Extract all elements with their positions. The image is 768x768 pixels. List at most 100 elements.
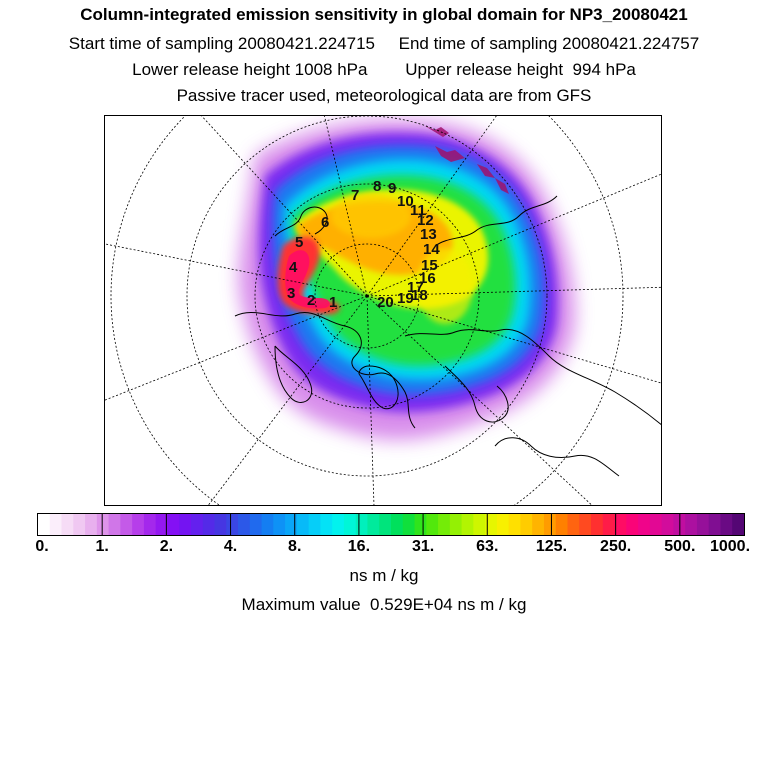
colorbar-swatch	[238, 514, 251, 535]
trajectory-label: 18	[411, 287, 428, 304]
meridian	[105, 243, 368, 297]
trajectory-label: 8	[373, 178, 381, 195]
field-dark-clouds	[425, 126, 509, 194]
latitude-circle-70	[254, 183, 480, 409]
sensitivity-field	[238, 119, 575, 440]
latitude-circle-60	[186, 116, 548, 477]
colorbar-swatch	[579, 514, 592, 535]
colorbar-tick-label: 63.	[476, 538, 499, 555]
tracer-info-line: Passive tracer used, meteorological data…	[176, 86, 592, 105]
colorbar-swatch	[143, 514, 157, 535]
trajectory-label: 13	[420, 226, 437, 243]
coastline-europe	[494, 437, 620, 477]
colorbar-swatch	[179, 514, 192, 535]
colorbar-swatch	[649, 514, 663, 535]
colorbar-units: ns m / kg	[349, 566, 419, 585]
field-patch-east	[417, 248, 473, 324]
colorbar-swatch	[214, 514, 227, 535]
trajectory-labels: 1 2 3 4 5 6 7 8 9 10 11 12 13 14 15 16 1…	[287, 178, 440, 311]
coastline-asia-east	[434, 195, 558, 247]
colorbar-swatch	[532, 514, 545, 535]
colorbar-swatch	[190, 514, 204, 535]
colorbar-swatch	[85, 514, 98, 535]
trajectory-label: 4	[289, 259, 298, 276]
colorbar-swatch	[355, 514, 369, 535]
colorbar-swatch	[638, 514, 651, 535]
colorbar-swatch	[449, 514, 463, 535]
colorbar-swatch	[485, 514, 498, 535]
trajectory-label: 16	[419, 270, 436, 287]
colorbar-swatch	[155, 514, 169, 535]
colorbar-swatch	[508, 514, 522, 535]
trajectory-label: 3	[287, 285, 295, 302]
colorbar-swatch	[685, 514, 698, 535]
lower-release-text: Lower release height 1008 hPa	[132, 60, 368, 79]
colorbar-swatch	[38, 514, 51, 535]
colorbar-swatch	[591, 514, 604, 535]
colorbar-swatch	[461, 514, 474, 535]
trajectory-label: 19	[397, 290, 414, 307]
meridian	[366, 116, 497, 297]
colorbar-swatch	[379, 514, 392, 535]
field-patch-north	[331, 194, 411, 238]
meridian	[366, 295, 593, 505]
colorbar-swatch	[120, 514, 133, 535]
coastline-alaska	[274, 206, 328, 237]
end-time-text: End time of sampling 20080421.224757	[398, 34, 700, 53]
trajectory-label: 2	[307, 292, 315, 309]
colorbar-tick-label: 31.	[411, 538, 435, 555]
sensitivity-map: 1 2 3 4 5 6 7 8 9 10 11 12 13 14 15 16 1…	[104, 115, 662, 506]
upper-release-text: Upper release height 994 hPa	[405, 60, 636, 79]
colorbar-swatch	[167, 514, 180, 535]
colorbar-swatch	[367, 514, 380, 535]
colorbar-swatch	[49, 514, 63, 535]
trajectory-label: 9	[388, 180, 396, 197]
colorbar-tick-label: 16.	[347, 538, 371, 555]
start-time-text: Start time of sampling 20080421.224715	[68, 34, 376, 53]
colorbar-swatch	[567, 514, 580, 535]
meridian	[366, 173, 661, 297]
colorbar-tick-label: 0.	[35, 538, 49, 555]
colorbar-swatch	[332, 514, 345, 535]
map-canvas: 1 2 3 4 5 6 7 8 9 10 11 12 13 14 15 16 1…	[105, 116, 661, 505]
colorbar-swatch	[285, 514, 298, 535]
trajectory-label: 17	[407, 279, 424, 296]
colorbar-tick-label: 500.	[664, 538, 696, 555]
colorbar	[37, 513, 745, 536]
plot-title: Column-integrated emission sensitivity i…	[80, 5, 688, 24]
colorbar-swatch	[343, 514, 357, 535]
colorbar-swatch	[543, 514, 557, 535]
meridian	[366, 295, 375, 505]
meridian	[366, 295, 661, 384]
colorbar-tick-label: 125.	[535, 538, 568, 555]
colorbar-swatch	[73, 514, 86, 535]
trajectory-label: 10	[397, 193, 414, 210]
colorbar-swatch	[496, 514, 510, 535]
colorbar-swatch	[391, 514, 404, 535]
colorbar-swatch	[202, 514, 216, 535]
colorbar-swatch	[132, 514, 145, 535]
graticule	[105, 116, 661, 505]
trajectory-label: 15	[421, 257, 438, 274]
trajectory-label: 20	[377, 294, 394, 311]
colorbar-swatch	[602, 514, 616, 535]
colorbar-swatch	[696, 514, 710, 535]
colorbar-swatch	[414, 514, 427, 535]
trajectory-label: 1	[329, 294, 337, 311]
trajectory-label: 12	[417, 212, 434, 229]
colorbar-swatches	[38, 514, 744, 535]
meridian	[366, 286, 661, 297]
colorbar-swatch	[732, 514, 744, 535]
latitude-circle-80	[314, 243, 420, 349]
colorbar-tick-label: 1000.	[709, 538, 751, 555]
colorbar-tick-label: 250.	[600, 538, 632, 555]
maximum-value-text: Maximum value 0.529E+04 ns m / kg	[241, 595, 527, 614]
field-magenta-core	[285, 250, 330, 309]
colorbar-swatch	[273, 514, 286, 535]
coastline-north-america	[234, 312, 416, 429]
colorbar-tick-label: 4.	[223, 538, 238, 555]
colorbar-swatch	[708, 514, 722, 535]
colorbar-swatch	[438, 514, 451, 535]
colorbar-swatch	[661, 514, 674, 535]
colorbar-swatch	[261, 514, 274, 535]
